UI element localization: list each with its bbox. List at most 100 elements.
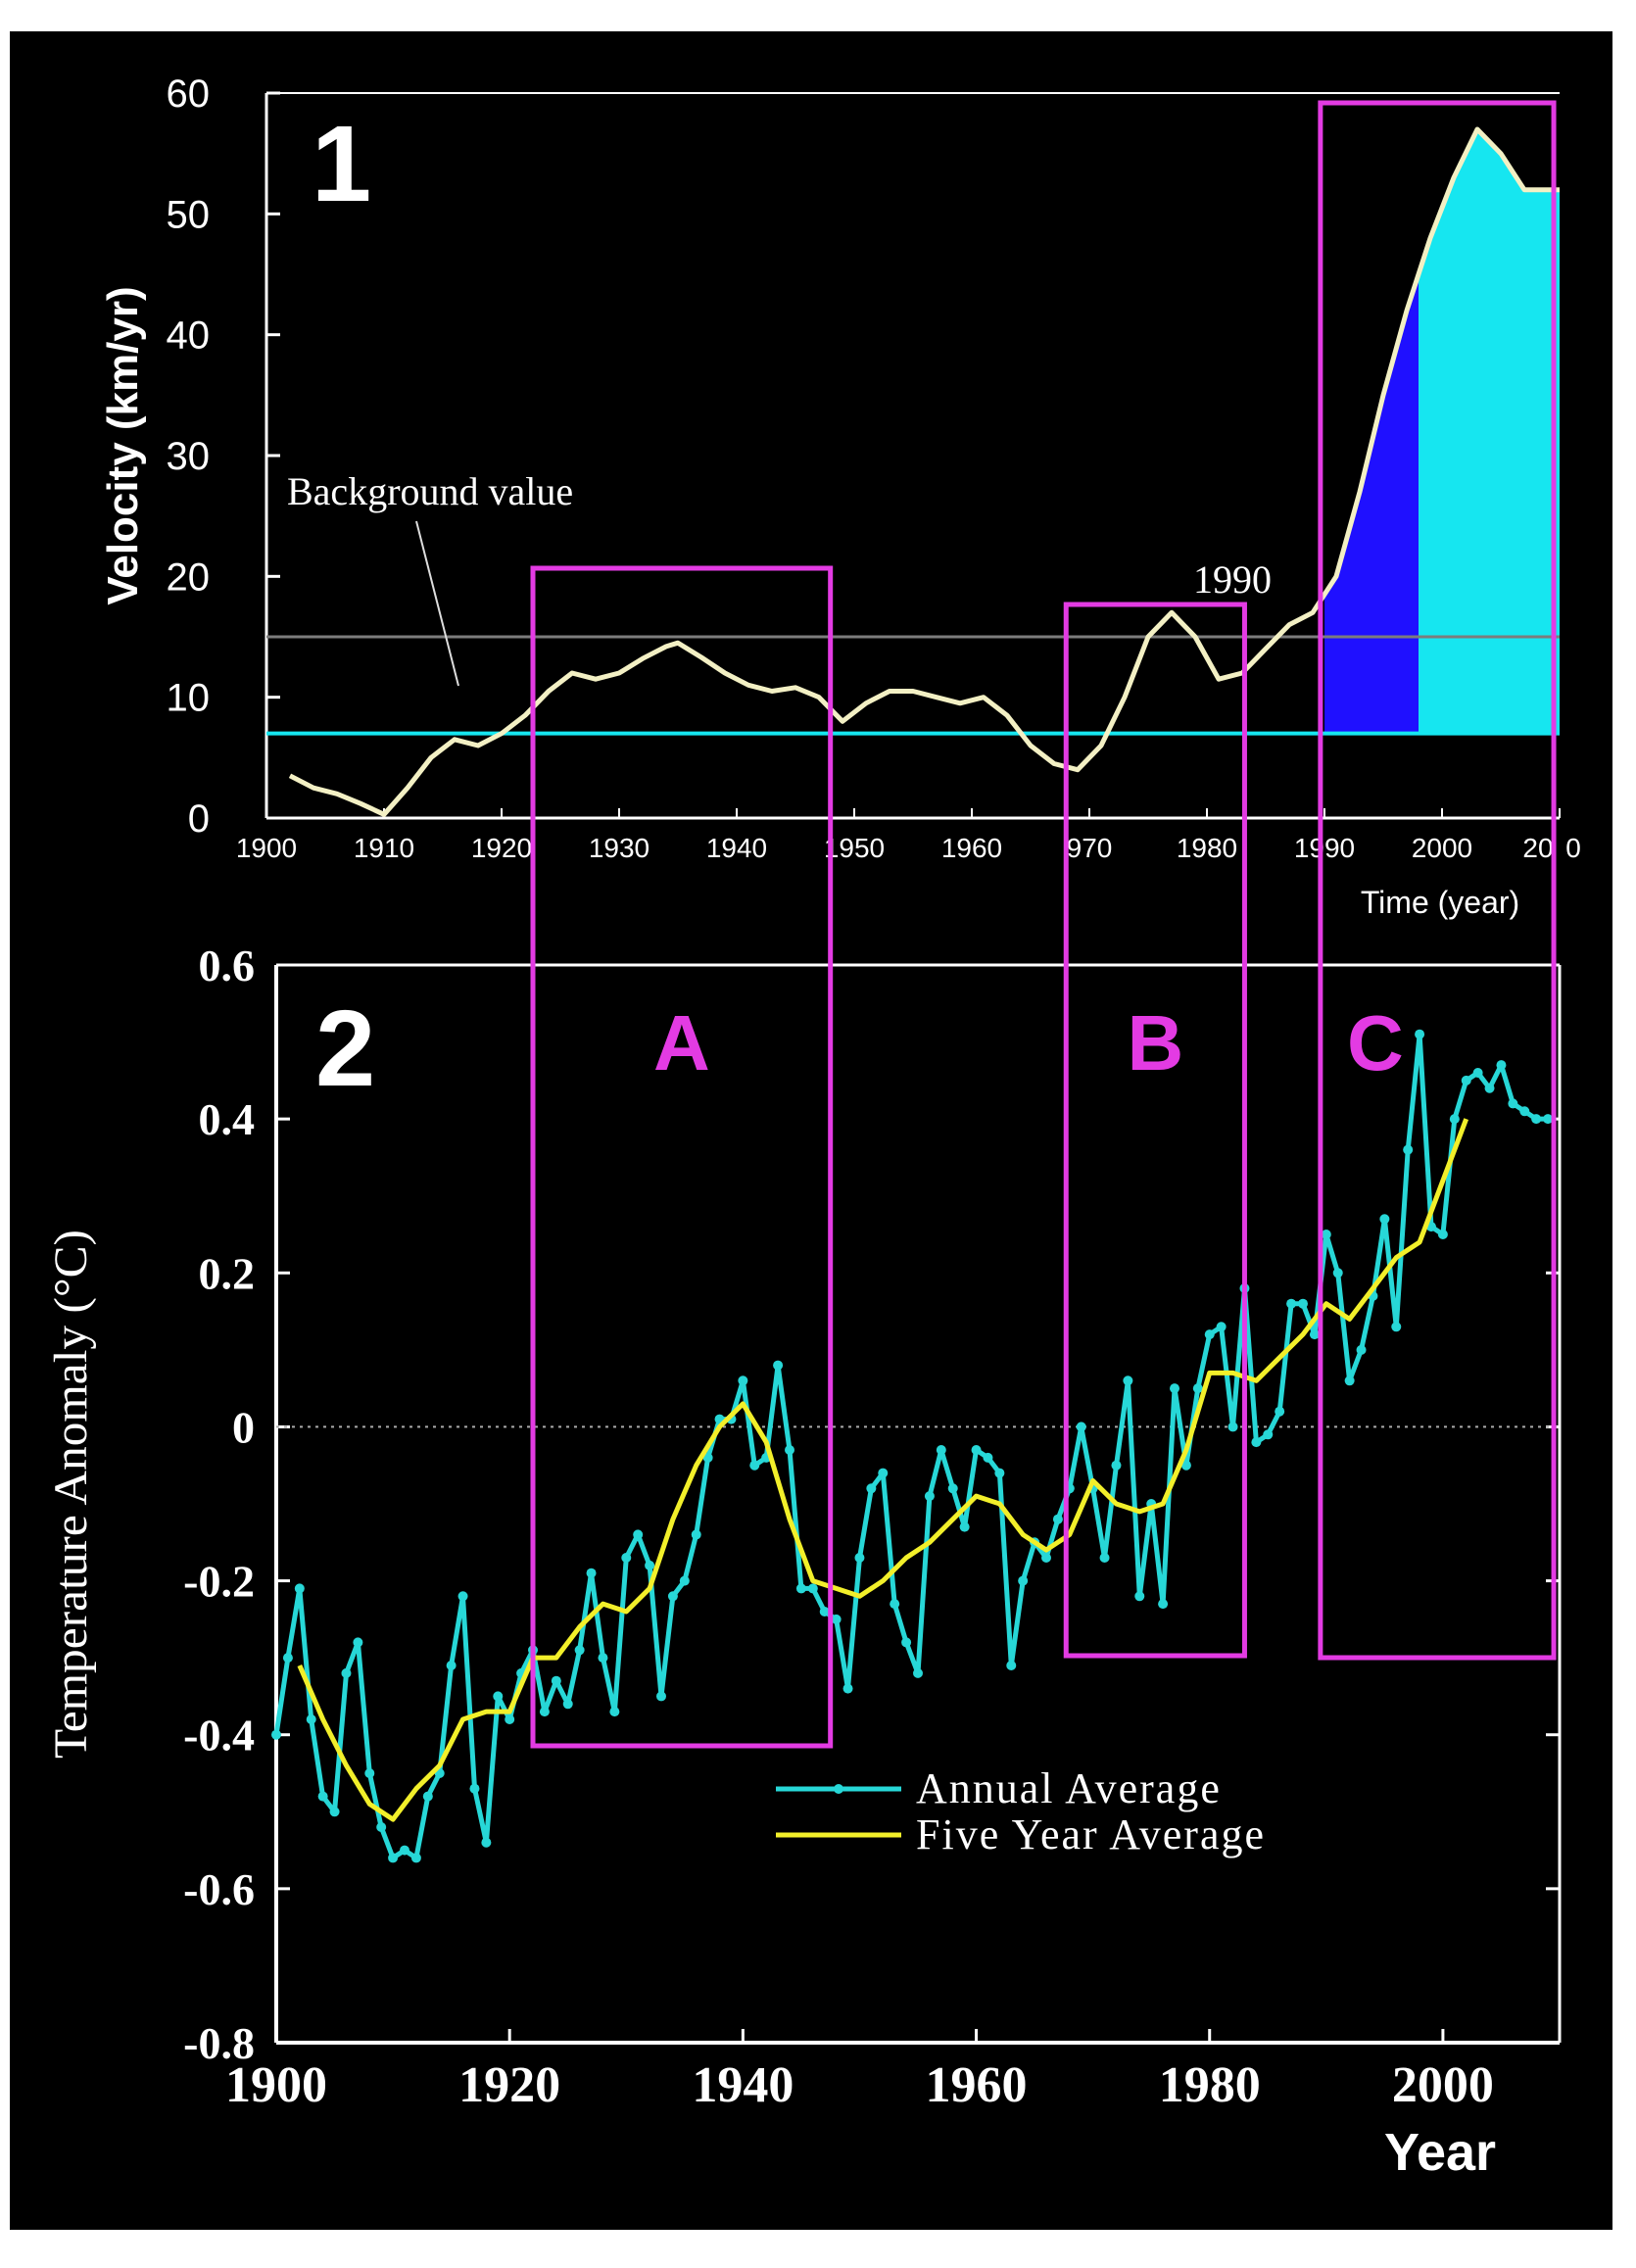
annual-average-point bbox=[1275, 1406, 1285, 1417]
annual-average-point bbox=[645, 1560, 655, 1570]
annual-average-point bbox=[679, 1575, 690, 1586]
annual-average-point bbox=[422, 1791, 433, 1802]
annual-average-point bbox=[901, 1637, 912, 1648]
annual-average-point bbox=[400, 1845, 409, 1856]
annual-average-point bbox=[994, 1468, 1005, 1478]
region-box-b bbox=[1063, 602, 1247, 1659]
annual-average-point bbox=[364, 1768, 375, 1778]
annual-average-point bbox=[1379, 1214, 1390, 1225]
annual-average-point bbox=[329, 1807, 340, 1817]
annual-average-point bbox=[936, 1445, 946, 1455]
x-tick-label: 1960 bbox=[941, 833, 1002, 863]
annual-average-point bbox=[1286, 1298, 1297, 1309]
y-tick-label: 0.2 bbox=[199, 1248, 256, 1298]
blue-fill-area bbox=[1324, 274, 1419, 734]
annual-average-point bbox=[493, 1691, 504, 1702]
annual-average-point bbox=[1321, 1230, 1331, 1239]
annual-average-point bbox=[1170, 1383, 1179, 1394]
annual-average-point bbox=[691, 1529, 701, 1540]
annual-average-point bbox=[1216, 1322, 1227, 1332]
annual-average-point bbox=[773, 1360, 784, 1371]
background-value-label: Background value bbox=[287, 469, 573, 513]
annual-average-point bbox=[1192, 1383, 1203, 1394]
annual-average-point bbox=[924, 1491, 935, 1502]
panel-2-x-axis-label: Year bbox=[1384, 2123, 1496, 2182]
annual-average-point bbox=[1309, 1329, 1320, 1340]
legend-annual-marker bbox=[834, 1784, 843, 1794]
annual-average-point bbox=[621, 1553, 632, 1563]
panel-1-y-axis-label: Velocity (km/yr) bbox=[99, 286, 147, 604]
annual-average-point bbox=[738, 1375, 748, 1386]
x-tick-label: 1980 bbox=[1159, 2057, 1261, 2113]
annual-average-point bbox=[1251, 1437, 1262, 1448]
annual-average-point bbox=[1099, 1553, 1110, 1563]
annual-average-point bbox=[1332, 1268, 1343, 1279]
annual-average-point bbox=[1391, 1322, 1402, 1332]
region-label-c: C bbox=[1347, 999, 1404, 1086]
panel-2-y-axis-label: Temperature Anomaly (°C) bbox=[45, 1230, 97, 1759]
region-box-c bbox=[1318, 100, 1557, 1661]
annual-average-point bbox=[959, 1521, 970, 1532]
annual-average-point bbox=[505, 1714, 515, 1724]
annual-average-point bbox=[1263, 1429, 1274, 1440]
x-tick-label: 1980 bbox=[1177, 833, 1237, 863]
annual-average-point bbox=[1204, 1329, 1215, 1340]
y-tick-label: -0.2 bbox=[183, 1557, 255, 1607]
annual-average-point bbox=[446, 1661, 457, 1670]
x-tick-label: 0 bbox=[1565, 833, 1581, 863]
annual-average-point bbox=[1472, 1068, 1483, 1078]
annual-average-point bbox=[609, 1707, 620, 1717]
annual-average-point bbox=[842, 1683, 853, 1694]
annual-average-point bbox=[1531, 1114, 1542, 1125]
y-tick-label: 0 bbox=[188, 797, 210, 841]
x-tick-label: 1910 bbox=[354, 833, 414, 863]
panel-1-x-axis-label: Time (year) bbox=[1361, 885, 1519, 920]
annual-average-point bbox=[376, 1822, 387, 1832]
annual-average-point bbox=[282, 1653, 293, 1664]
legend-five-year-label: Five Year Average bbox=[916, 1810, 1266, 1858]
annual-average-point bbox=[831, 1614, 842, 1624]
annual-average-point bbox=[1449, 1114, 1460, 1125]
y-tick-label: -0.4 bbox=[183, 1711, 255, 1761]
annual-average-point bbox=[913, 1667, 923, 1678]
annual-average-point bbox=[294, 1583, 305, 1594]
annual-average-point bbox=[410, 1853, 421, 1863]
annual-average-point bbox=[795, 1583, 806, 1594]
y-tick-label: 0.4 bbox=[199, 1094, 256, 1144]
annual-average-point bbox=[1484, 1083, 1495, 1093]
y-tick-label: 40 bbox=[167, 314, 211, 358]
y-tick-label: 50 bbox=[167, 193, 211, 236]
panel-1-label: 1 bbox=[312, 104, 371, 224]
x-tick-label: 1990 bbox=[1294, 833, 1355, 863]
annual-average-point bbox=[388, 1853, 399, 1863]
y-tick-label: 10 bbox=[167, 677, 211, 720]
x-tick-label: 20 bbox=[1522, 833, 1553, 863]
legend-annual-label: Annual Average bbox=[916, 1764, 1222, 1812]
y-tick-label: 0 bbox=[232, 1402, 255, 1452]
cyan-fill-area bbox=[1419, 129, 1560, 734]
annual-average-point bbox=[890, 1599, 900, 1610]
year-1990-annotation: 1990 bbox=[1193, 557, 1272, 602]
annual-average-point bbox=[1076, 1422, 1086, 1432]
x-tick-label: 1920 bbox=[471, 833, 532, 863]
annual-average-point bbox=[353, 1637, 363, 1648]
x-tick-label: 2000 bbox=[1392, 2057, 1494, 2113]
annual-average-point bbox=[574, 1645, 585, 1656]
x-tick-label: 1900 bbox=[225, 2057, 327, 2113]
region-label-a: A bbox=[653, 999, 710, 1086]
annual-average-point bbox=[1018, 1575, 1029, 1586]
annual-average-point bbox=[866, 1483, 877, 1494]
x-tick-label: 1940 bbox=[692, 2057, 794, 2113]
annual-average-point bbox=[983, 1452, 993, 1463]
annual-average-point bbox=[878, 1468, 889, 1478]
annual-average-point bbox=[539, 1707, 550, 1717]
annual-average-point bbox=[656, 1691, 666, 1702]
annual-average-point bbox=[551, 1675, 561, 1686]
annual-average-point bbox=[1403, 1144, 1414, 1155]
x-tick-label: 1900 bbox=[236, 833, 297, 863]
y-tick-label: -0.8 bbox=[183, 2018, 255, 2068]
annual-average-point bbox=[586, 1568, 597, 1578]
